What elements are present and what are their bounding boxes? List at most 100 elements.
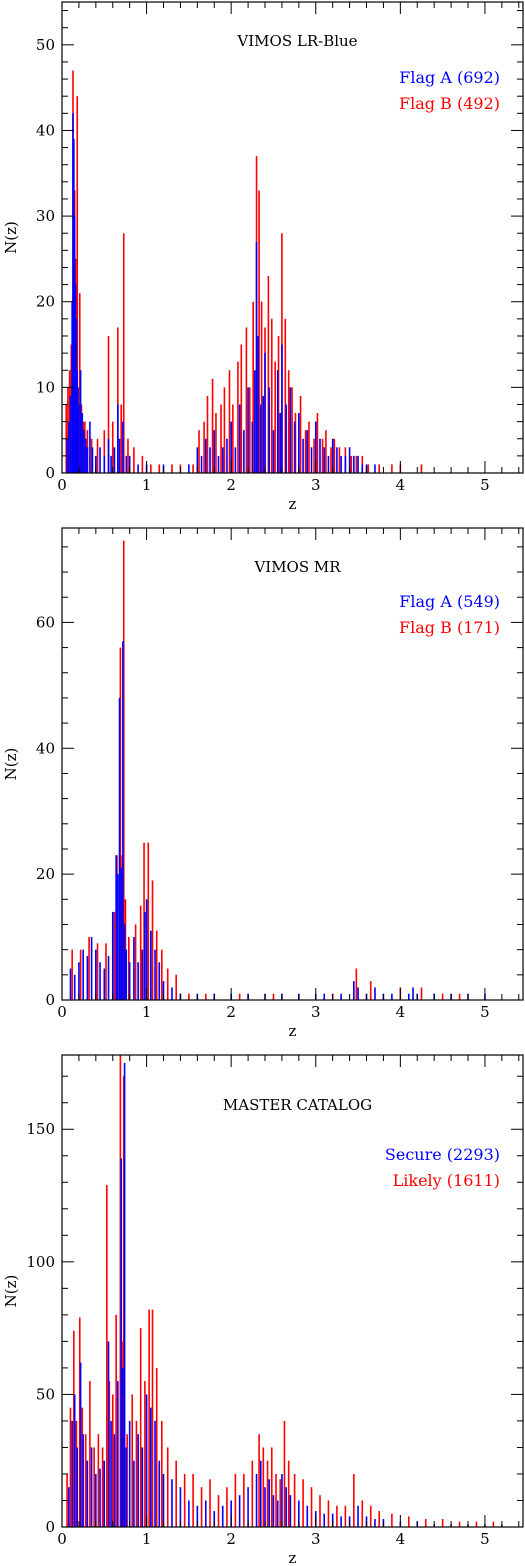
bar-1-s1-40 xyxy=(221,447,224,473)
bar-1-s1-69 xyxy=(327,455,330,473)
bar-3-s1-0 xyxy=(67,1487,70,1527)
bar-3-s2-39 xyxy=(262,1447,265,1527)
bar-3-s1-20 xyxy=(133,1460,135,1527)
bar-3-s1-47 xyxy=(298,1500,300,1527)
bar-1-s1-26 xyxy=(118,438,121,473)
bar-1-s2-14 xyxy=(96,438,99,473)
bar-1-s1-64 xyxy=(306,430,309,473)
bar-3-s1-43 xyxy=(276,1500,279,1527)
y-tick-label: 20 xyxy=(36,293,55,311)
bar-1-s1-60 xyxy=(289,387,292,473)
bar-2-s1-47 xyxy=(412,987,414,1000)
bar-3-s2-17 xyxy=(122,1076,125,1527)
bar-2-s1-15 xyxy=(122,641,124,1000)
bar-3-s1-7 xyxy=(90,1447,93,1527)
bar-2-s2-2 xyxy=(88,937,90,1000)
x-tick-label: 4 xyxy=(396,1003,406,1021)
bar-1-s1-5 xyxy=(73,139,75,473)
bar-1-s1-46 xyxy=(247,387,249,473)
panel-title: VIMOS MR xyxy=(253,558,341,576)
bar-3-s2-57 xyxy=(391,1513,393,1527)
x-tick-label: 5 xyxy=(480,1003,490,1021)
y-axis-label: N(z) xyxy=(2,1275,20,1308)
bar-2-s2-19 xyxy=(166,968,169,1000)
bar-3-s2-10 xyxy=(101,1447,104,1527)
bar-1-s2-1 xyxy=(67,387,69,473)
bar-3-s1-52 xyxy=(340,1516,342,1527)
bar-3-s2-26 xyxy=(161,1420,163,1527)
x-axis-label: z xyxy=(289,1549,297,1566)
bar-1-s2-23 xyxy=(141,455,144,473)
bar-3-s1-48 xyxy=(306,1505,309,1527)
bar-3-s1-18 xyxy=(125,1447,128,1527)
bar-2-s1-11 xyxy=(115,855,117,1000)
bar-3-s2-42 xyxy=(275,1473,277,1527)
bar-1-s1-57 xyxy=(279,413,282,473)
bar-3-s2-32 xyxy=(209,1479,211,1527)
bar-2-s2-8 xyxy=(121,855,123,1000)
bar-2-s2-13 xyxy=(139,905,142,1000)
bar-2-s1-0 xyxy=(69,968,72,1000)
legend-entry: Flag B (492) xyxy=(399,94,500,113)
bar-1-s1-19 xyxy=(95,455,97,473)
bar-1-s1-52 xyxy=(262,395,265,473)
bar-1-s2-71 xyxy=(378,464,380,473)
bar-1-s1-11 xyxy=(78,404,80,473)
bar-1-s2-19 xyxy=(120,404,123,473)
bar-1-s1-55 xyxy=(272,430,275,473)
bar-1-s1-66 xyxy=(314,421,317,473)
bar-1-s2-21 xyxy=(127,438,129,473)
bar-1-s1-74 xyxy=(348,447,351,473)
bar-3-s1-46 xyxy=(289,1495,292,1527)
bar-1-s2-44 xyxy=(258,190,260,473)
bar-1-s1-22 xyxy=(107,438,110,473)
bar-3-s2-62 xyxy=(475,1521,478,1527)
plot-frame xyxy=(61,1,524,474)
bar-3-s1-11 xyxy=(107,1341,110,1527)
bar-2-s1-23 xyxy=(145,899,148,1000)
x-tick-label: 1 xyxy=(142,476,152,494)
bar-3-s1-25 xyxy=(154,1420,156,1527)
bar-3-s1-56 xyxy=(374,1519,376,1527)
bar-2-s1-27 xyxy=(162,981,165,1000)
bar-3-s1-34 xyxy=(221,1505,224,1527)
bar-2-s2-31 xyxy=(458,993,461,1000)
bar-3-s2-27 xyxy=(166,1447,169,1527)
bar-3-s1-23 xyxy=(145,1394,148,1527)
bar-3-s1-14 xyxy=(117,1381,119,1527)
bar-3-s2-18 xyxy=(126,1434,128,1527)
bar-3-s2-20 xyxy=(135,1420,138,1527)
bar-1-s2-41 xyxy=(248,387,251,473)
bar-2-s1-40 xyxy=(353,981,355,1000)
bar-2-s2-23 xyxy=(238,993,241,1000)
x-tick-label: 2 xyxy=(226,1003,236,1021)
bar-1-s2-22 xyxy=(133,447,135,473)
bar-2-s2-1 xyxy=(79,949,82,1000)
y-tick-label: 20 xyxy=(36,865,55,883)
bar-2-s1-25 xyxy=(154,949,156,1000)
bar-1-s1-17 xyxy=(89,421,91,473)
bar-2-s2-21 xyxy=(188,993,190,1000)
bar-2-s1-39 xyxy=(340,993,342,1000)
bar-1-s2-55 xyxy=(294,413,297,473)
bar-1-s1-42 xyxy=(230,421,232,473)
bar-3-s1-8 xyxy=(95,1473,97,1527)
bar-1-s2-11 xyxy=(84,421,86,473)
bar-1-s2-67 xyxy=(350,455,353,473)
bar-1-s1-13 xyxy=(81,413,84,473)
bar-1-s2-56 xyxy=(299,395,302,473)
bar-2-s2-10 xyxy=(124,899,127,1000)
bar-2-s2-11 xyxy=(128,937,130,1000)
bar-1-s1-67 xyxy=(319,438,321,473)
bar-2-s2-18 xyxy=(161,949,163,1000)
bar-1-s1-28 xyxy=(125,455,128,473)
bar-1-s1-10 xyxy=(77,387,79,473)
bar-3-s2-3 xyxy=(75,1420,78,1527)
bar-1-s1-21 xyxy=(103,455,106,473)
bar-1-s2-28 xyxy=(192,464,194,473)
bar-1-s1-63 xyxy=(302,438,304,473)
bar-1-s2-10 xyxy=(82,421,84,473)
bar-3-s2-43 xyxy=(279,1479,282,1527)
bar-1-s1-58 xyxy=(281,344,283,473)
bar-1-s1-61 xyxy=(293,421,296,473)
